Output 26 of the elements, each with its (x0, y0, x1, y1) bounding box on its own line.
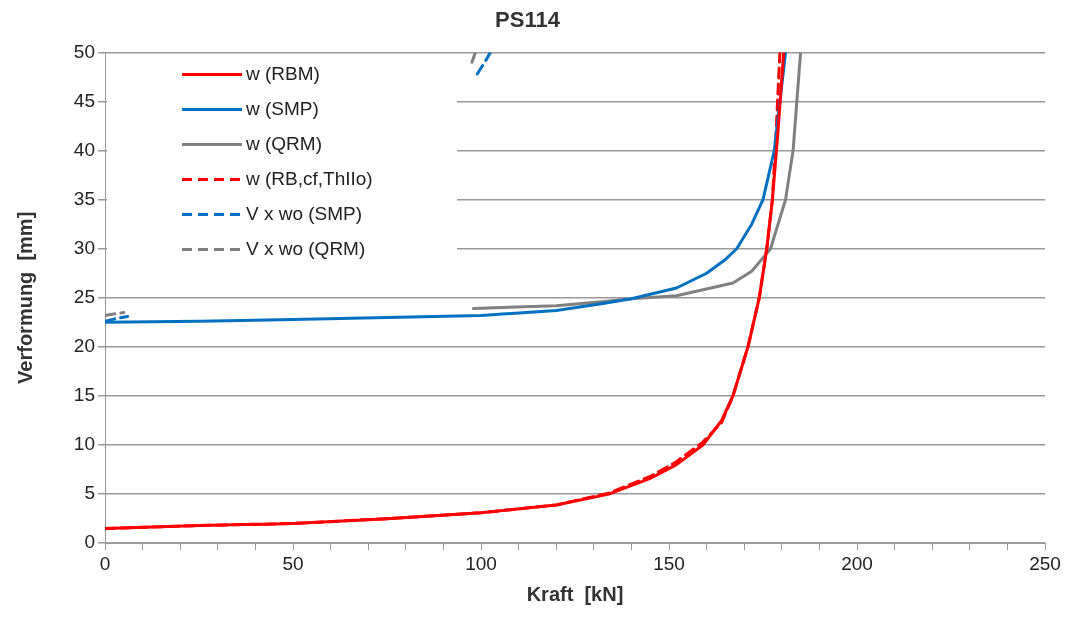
x-tick-label: 200 (841, 552, 873, 574)
x-tick-label: 100 (465, 552, 497, 574)
legend-label: w (RBM) (245, 62, 320, 84)
y-tick-label: 20 (73, 335, 95, 357)
x-axis-title: Kraft [kN] (526, 582, 624, 605)
x-tick-label: 0 (99, 552, 111, 574)
legend-label: w (SMP) (245, 97, 319, 119)
y-tick-label: 40 (73, 138, 95, 160)
y-axis-title: Verformung [mm] (13, 211, 36, 384)
y-tick-label: 5 (84, 482, 95, 504)
y-tick-label: 15 (73, 384, 95, 406)
y-tick-label: 10 (73, 433, 95, 455)
y-tick-label: 35 (73, 187, 95, 209)
legend-label: V x wo (QRM) (246, 237, 366, 259)
y-tick-label: 0 (84, 531, 95, 553)
x-tick-label: 150 (653, 552, 685, 574)
legend-label: V x wo (SMP) (246, 202, 363, 224)
y-tick-label: 25 (73, 286, 95, 308)
chart-title: PS114 (495, 7, 561, 33)
x-tick-label: 250 (1029, 552, 1061, 574)
legend-label: w (RB,cf,ThIIo) (245, 167, 373, 189)
y-tick-label: 30 (73, 236, 95, 258)
x-tick-label: 50 (282, 552, 304, 574)
y-tick-label: 50 (73, 40, 95, 62)
y-tick-label: 45 (73, 89, 95, 111)
legend-label: w (QRM) (245, 132, 322, 154)
